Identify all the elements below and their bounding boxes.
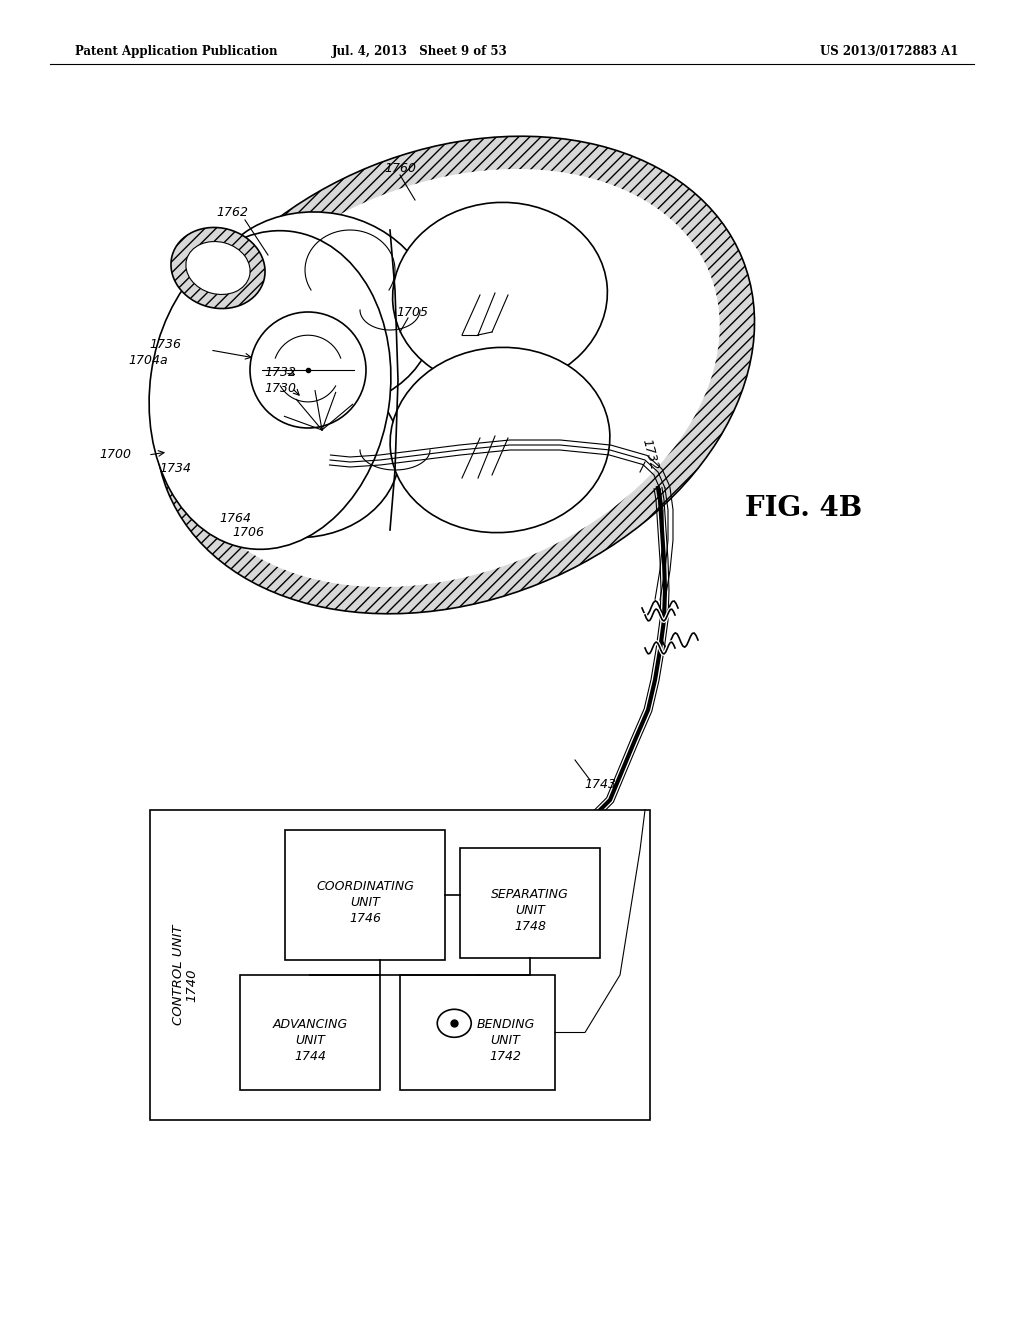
Text: 1742: 1742 <box>489 1049 521 1063</box>
Ellipse shape <box>390 347 610 533</box>
Text: 1740: 1740 <box>185 969 199 1002</box>
Bar <box>240 975 380 1090</box>
Text: COORDINATING: COORDINATING <box>316 880 414 894</box>
Bar <box>150 810 650 1119</box>
Ellipse shape <box>156 136 755 614</box>
Text: 1762: 1762 <box>216 206 248 219</box>
Bar <box>460 847 600 958</box>
Text: FIG. 4B: FIG. 4B <box>745 495 862 521</box>
Text: SEPARATING: SEPARATING <box>492 888 569 902</box>
Ellipse shape <box>206 213 434 408</box>
Text: UNIT: UNIT <box>350 896 380 909</box>
Text: 1746: 1746 <box>349 912 381 925</box>
Text: Jul. 4, 2013   Sheet 9 of 53: Jul. 4, 2013 Sheet 9 of 53 <box>332 45 508 58</box>
Text: 1732: 1732 <box>264 367 296 380</box>
Text: 1700: 1700 <box>99 449 131 462</box>
Text: 1764: 1764 <box>219 511 251 524</box>
Text: 1706: 1706 <box>232 525 264 539</box>
Text: ADVANCING: ADVANCING <box>272 1018 347 1031</box>
Bar <box>285 830 445 960</box>
Ellipse shape <box>437 1010 471 1038</box>
Text: UNIT: UNIT <box>515 904 545 917</box>
Text: 1743: 1743 <box>584 779 616 792</box>
Text: 1704a: 1704a <box>128 354 168 367</box>
Ellipse shape <box>392 202 607 388</box>
Text: Patent Application Publication: Patent Application Publication <box>75 45 278 58</box>
Ellipse shape <box>150 231 391 549</box>
Text: 1760: 1760 <box>384 161 416 174</box>
Circle shape <box>250 312 366 428</box>
Text: 1744: 1744 <box>294 1049 326 1063</box>
Ellipse shape <box>190 363 400 537</box>
Text: 1732: 1732 <box>640 438 660 473</box>
Text: CONTROL UNIT: CONTROL UNIT <box>171 925 184 1026</box>
Ellipse shape <box>171 227 265 309</box>
Ellipse shape <box>186 242 250 294</box>
Text: 1748: 1748 <box>514 920 546 933</box>
Text: UNIT: UNIT <box>295 1034 325 1047</box>
Text: 1705: 1705 <box>396 305 428 318</box>
Text: 1734: 1734 <box>159 462 191 474</box>
Text: BENDING: BENDING <box>476 1018 535 1031</box>
Text: 1730: 1730 <box>264 381 296 395</box>
Bar <box>400 975 555 1090</box>
Text: UNIT: UNIT <box>490 1034 520 1047</box>
Ellipse shape <box>180 169 720 587</box>
Text: US 2013/0172883 A1: US 2013/0172883 A1 <box>820 45 958 58</box>
Text: 1736: 1736 <box>150 338 181 351</box>
